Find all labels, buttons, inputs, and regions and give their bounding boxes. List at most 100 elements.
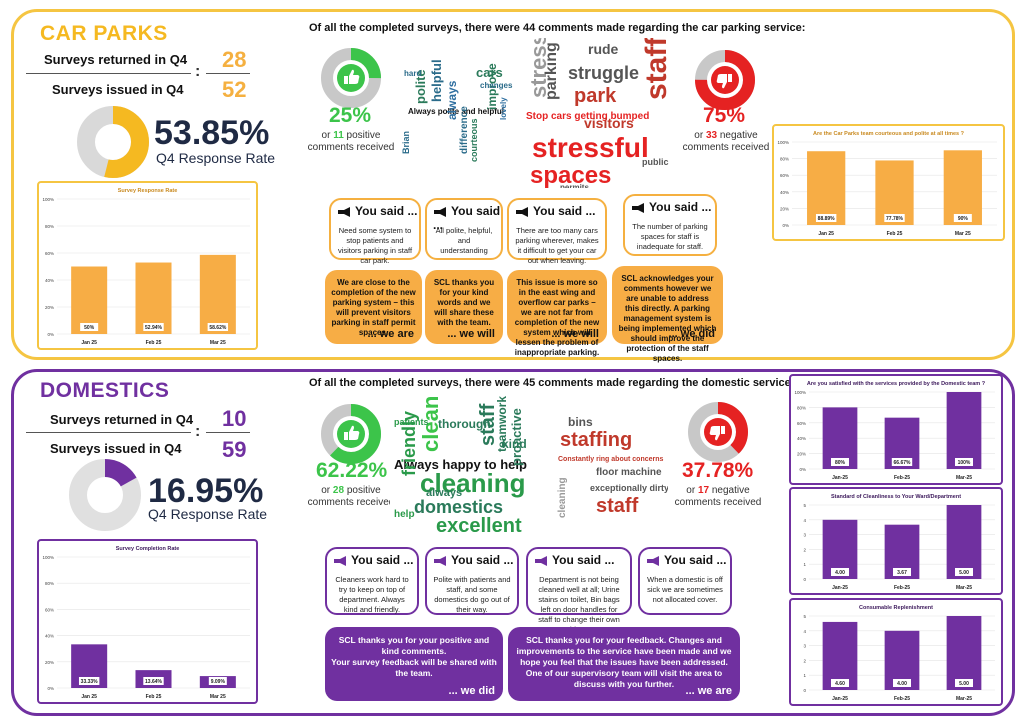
dm-divider-right [206, 432, 250, 433]
x-tick-label: Jan-25 [832, 475, 848, 481]
y-tick-label: 2 [803, 658, 806, 663]
data-label: 58.62% [209, 325, 227, 331]
chart-title: Survey Completion Rate [116, 546, 180, 552]
data-label-bg [831, 458, 849, 466]
word-cloud-word: Brian [401, 130, 411, 154]
dm-reply-1: SCL thanks you for your positive and kin… [325, 627, 503, 701]
data-label: 33.33% [81, 679, 99, 685]
y-tick-label: 1 [803, 562, 806, 567]
word-cloud-word: visitors [584, 115, 634, 131]
data-label-bg [143, 677, 164, 685]
chart-title: Are the Car Parks team courteous and pol… [813, 131, 965, 137]
word-cloud-word: park [574, 85, 617, 107]
dm-positive-desc: or 28 positive comments received [307, 485, 395, 508]
y-tick-label: 0% [47, 686, 54, 691]
data-label: 9.09% [211, 679, 226, 685]
megaphone-icon [434, 206, 446, 217]
word-cloud-word: kind [502, 437, 527, 451]
thumbs-down-icon [716, 74, 732, 89]
word-cloud-word: rude [588, 41, 619, 57]
cp-divider [26, 73, 191, 74]
y-tick-label: 3 [803, 644, 806, 649]
cp-returned-label: Surveys returned in Q4 [44, 52, 188, 67]
x-tick-label: Feb 25 [146, 694, 162, 700]
y-tick-label: 2 [803, 547, 806, 552]
x-tick-label: Feb-25 [894, 696, 910, 702]
cp-reply-3: This issue is more so in the east wing a… [507, 270, 607, 357]
data-label-bg [891, 458, 913, 466]
megaphone-icon [647, 555, 659, 566]
y-tick-label: 80% [797, 405, 806, 410]
word-cloud-word: help [394, 509, 415, 520]
dm-satisfied-chart: Are you satisfied with the services prov… [789, 374, 1003, 485]
dm-survey-completion-chart: Survey Completion Rate 0% 20% 40% 60% 80% 100%… [37, 539, 258, 704]
word-cloud-word: Always polite and helpful [408, 107, 505, 116]
dm-issued-value: 59 [222, 437, 247, 462]
chart-bar [943, 150, 982, 225]
cp-divider-right [206, 73, 250, 74]
cp-you-said-2: You said ... All polite, helpful, and un… [425, 198, 503, 260]
y-tick-label: 1 [803, 673, 806, 678]
word-cloud-word: patients [394, 417, 429, 427]
word-cloud-word: staffing [560, 429, 633, 451]
data-label: 5.00 [959, 570, 969, 576]
y-tick-label: 100% [42, 555, 54, 560]
data-label: 80% [835, 460, 846, 466]
word-cloud-word: staff [640, 38, 673, 100]
data-label-bg [208, 677, 227, 685]
word-cloud-word: cars [476, 65, 503, 80]
cp-reply-1: We are close to the completion of the ne… [325, 270, 422, 344]
y-tick-label: 100% [42, 197, 54, 202]
bar-chart: Consumable Replenishment 0 1 2 3 4 5 4.60 Jan-25… [803, 605, 995, 702]
chart-bar [822, 621, 858, 690]
word-cloud-word: cleaning [557, 477, 568, 518]
y-tick-label: 20% [797, 452, 806, 457]
y-tick-label: 80% [780, 157, 789, 162]
x-tick-label: Jan 25 [81, 694, 97, 700]
y-tick-label: 60% [780, 173, 789, 178]
word-cloud-word: public [642, 157, 669, 167]
cp-reply-2: SCL thanks you for your kind words and w… [425, 270, 503, 344]
chart-bar [946, 616, 982, 690]
y-tick-label: 5 [803, 614, 806, 619]
data-label-bg [955, 679, 973, 687]
y-tick-label: 3 [803, 533, 806, 538]
data-label: 50% [84, 325, 95, 331]
cp-negative-gauge [695, 50, 755, 110]
x-tick-label: Jan 25 [818, 231, 834, 237]
dm-you-said-4: You said ... When a domestic is off sick… [638, 547, 732, 615]
word-cloud-word: excellent [436, 515, 522, 537]
data-label: 3.67 [897, 570, 907, 576]
chart-title: Consumable Replenishment [859, 605, 933, 611]
x-tick-label: Feb 25 [146, 340, 162, 346]
x-tick-label: Mar-25 [956, 696, 972, 702]
word-cloud-word: exceptionally dirty [590, 483, 668, 493]
megaphone-icon [334, 555, 346, 566]
word-cloud-word: Constantly ring about concerns [558, 456, 664, 463]
word-cloud-word: lovely [499, 97, 508, 120]
word-cloud-word: hard [404, 69, 422, 78]
y-tick-label: 20% [780, 206, 789, 211]
y-tick-label: 60% [45, 251, 54, 256]
data-label-bg [207, 323, 229, 331]
dm-you-said-3: You said ... Department is not being cle… [526, 547, 632, 634]
word-cloud-word: courteous [469, 118, 479, 162]
word-cloud-word: spaces [530, 162, 612, 188]
thumbs-down-icon [709, 426, 725, 441]
chart-title: Standard of Cleanliness to Your Ward/Dep… [831, 494, 961, 500]
megaphone-icon [338, 206, 350, 217]
word-cloud-word: cleaning [420, 468, 526, 498]
x-tick-label: Mar 25 [210, 694, 226, 700]
y-tick-label: 40% [45, 634, 54, 639]
data-label: 100% [958, 460, 971, 466]
data-label: 4.00 [835, 570, 845, 576]
dm-rate-label: Q4 Response Rate [148, 506, 268, 522]
cp-negative-word-cloud: Stop cars getting bumped stressful spaces p… [524, 38, 676, 188]
data-label: 4.00 [897, 681, 907, 687]
x-tick-label: Feb-25 [894, 475, 910, 481]
cp-issued-label: Surveys issued in Q4 [52, 82, 184, 97]
bar-chart: Survey Completion Rate 0% 20% 40% 60% 80% 100%… [42, 546, 250, 700]
y-tick-label: 40% [797, 436, 806, 441]
dm-intro-text: Of all the completed surveys, there were… [309, 377, 795, 389]
chart-bar [946, 505, 982, 579]
